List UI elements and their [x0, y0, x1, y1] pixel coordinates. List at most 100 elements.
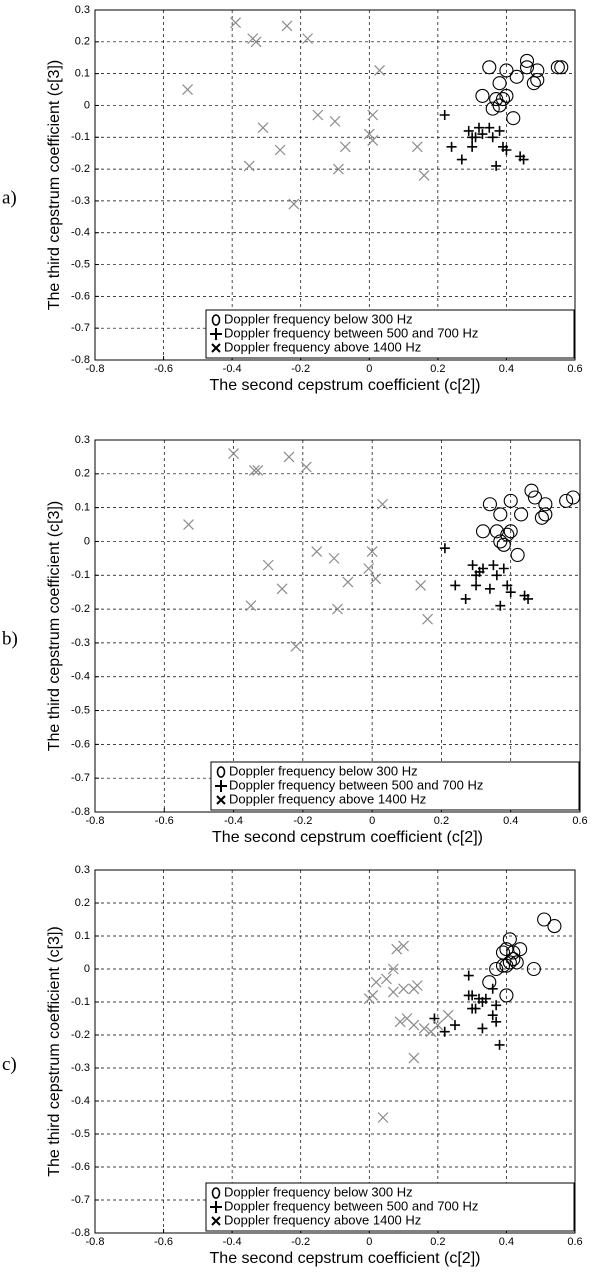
legend-marker [210, 1201, 222, 1213]
marker-x [367, 135, 379, 146]
marker-x [394, 1016, 406, 1028]
marker-o [506, 945, 521, 960]
marker-o [503, 493, 518, 508]
y-tick-label: -0.6 [71, 290, 90, 302]
marker-x [228, 448, 239, 459]
x-tick-label: 0.2 [434, 815, 449, 827]
x-axis-label: The second cepstrum coefficient (c[2]) [210, 377, 481, 394]
marker-x [183, 519, 194, 530]
marker-x [252, 465, 264, 476]
marker-plus [484, 583, 495, 594]
y-axis-label: The third cepstrum coefficient (c[3]) [46, 926, 63, 1176]
legend-marker [211, 1216, 221, 1226]
marker-plus [523, 593, 534, 604]
marker-o [530, 63, 545, 78]
y-tick-label: -0.3 [71, 637, 90, 649]
marker-x [276, 583, 288, 595]
marker-o [537, 912, 552, 927]
y-tick-label: 0.3 [75, 434, 90, 446]
marker-x [418, 170, 430, 181]
marker-x [418, 1022, 430, 1034]
plot-frame [94, 9, 576, 361]
marker-o [524, 483, 539, 498]
marker-o [509, 955, 524, 970]
marker-x [391, 943, 403, 955]
legend-label: Doppler frequency below 300 Hz [229, 763, 418, 778]
marker-o [509, 69, 524, 84]
marker-x [329, 115, 341, 127]
marker-o [559, 493, 574, 508]
marker-plus [484, 122, 495, 133]
marker-o [506, 111, 521, 126]
y-tick-label: 0.3 [75, 864, 90, 876]
marker-x [432, 1019, 444, 1031]
panel-label: a) [2, 187, 17, 208]
y-tick-label: -0.2 [71, 603, 90, 615]
x-tick-label: 0.2 [430, 363, 445, 375]
legend-label: Doppler frequency between 500 and 700 Hz [224, 1198, 478, 1213]
marker-o [534, 510, 549, 525]
legend-marker [216, 766, 226, 778]
marker-plus [487, 1010, 498, 1021]
marker-plus [505, 587, 516, 598]
marker-o [482, 975, 497, 990]
marker-o [485, 101, 500, 116]
y-tick-label: -0.6 [71, 1161, 90, 1173]
marker-x [281, 20, 293, 32]
marker-plus [439, 110, 450, 120]
marker-o [499, 63, 514, 78]
y-tick-label: -0.2 [71, 163, 90, 175]
y-tick-label: -0.8 [71, 806, 90, 818]
marker-o [492, 76, 507, 91]
marker-o [499, 942, 514, 957]
marker-plus [446, 141, 457, 152]
marker-x [415, 579, 427, 591]
x-tick-label: 0 [366, 1236, 372, 1248]
x-tick-label: -0.4 [224, 815, 243, 827]
marker-x [245, 600, 257, 612]
panel-label: c) [2, 1054, 17, 1075]
legend-box [205, 1182, 575, 1232]
x-tick-label: -0.2 [291, 363, 310, 375]
marker-plus [494, 1039, 505, 1050]
y-tick-label: 0.1 [75, 68, 90, 80]
marker-x [366, 546, 378, 558]
marker-x [182, 84, 193, 95]
legend-label: Doppler frequency above 1400 Hz [229, 791, 426, 806]
marker-x [262, 559, 274, 571]
y-tick-label: 0.3 [75, 4, 90, 16]
x-tick-label: 0.4 [503, 815, 518, 827]
marker-x [387, 986, 399, 998]
y-axis-label: The third cepstrum coefficient (c[3]) [46, 60, 63, 310]
marker-x [300, 461, 312, 473]
y-tick-label: -0.3 [71, 195, 90, 207]
marker-plus [501, 145, 512, 155]
marker-o [482, 497, 497, 512]
y-tick-label: -0.5 [71, 258, 90, 270]
y-tick-label: -0.1 [71, 569, 90, 581]
marker-plus [478, 563, 488, 574]
marker-plus [477, 1023, 488, 1034]
marker-plus [491, 1016, 502, 1027]
y-tick-label: -0.8 [71, 1227, 90, 1239]
marker-x [339, 141, 351, 153]
x-tick-label: 0.6 [572, 815, 587, 827]
legend-marker [210, 328, 222, 340]
marker-x [332, 603, 343, 615]
marker-o [499, 88, 514, 103]
x-tick-label: -0.2 [293, 815, 312, 827]
marker-x [370, 573, 382, 585]
marker-o [566, 490, 581, 505]
marker-o [510, 547, 525, 563]
marker-o [519, 60, 535, 75]
marker-plus [450, 1020, 460, 1031]
marker-plus [491, 160, 502, 171]
marker-o [513, 942, 528, 957]
legend-label: Doppler frequency below 300 Hz [224, 1184, 413, 1199]
legend-marker [215, 780, 227, 792]
legend-label: Doppler frequency below 300 Hz [224, 311, 413, 326]
marker-plus [518, 154, 529, 165]
marker-plus [439, 543, 450, 554]
x-tick-label: -0.6 [154, 1236, 173, 1248]
marker-o [538, 507, 553, 522]
